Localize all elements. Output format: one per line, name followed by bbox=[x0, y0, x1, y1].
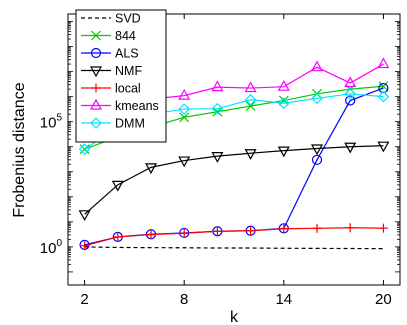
legend-items: SVD 844 ALS NMF local kmeans DMM bbox=[81, 12, 159, 131]
data-point-local bbox=[179, 228, 189, 238]
legend-label: NMF bbox=[115, 64, 142, 78]
data-point-nmf bbox=[310, 144, 324, 156]
data-point-kmeans bbox=[178, 88, 191, 100]
data-point-kmeans bbox=[244, 81, 257, 93]
legend-label: 844 bbox=[115, 29, 136, 43]
data-point-dmm bbox=[377, 90, 390, 103]
data-point-local bbox=[378, 223, 388, 233]
legend-entry-svd: SVD bbox=[81, 12, 141, 26]
legend-entry-als: ALS bbox=[81, 47, 139, 61]
data-point-nmf bbox=[211, 152, 224, 163]
data-point-local bbox=[146, 230, 156, 240]
data-point-als bbox=[378, 82, 389, 94]
legend-entry-local: local bbox=[81, 82, 141, 96]
data-point-als bbox=[345, 95, 356, 106]
data-point-kmeans bbox=[377, 57, 390, 69]
legend-marker bbox=[90, 47, 102, 59]
data-point-844 bbox=[179, 112, 190, 123]
data-point-nmf bbox=[377, 141, 390, 153]
data-point-kmeans bbox=[344, 76, 357, 88]
data-point-local bbox=[212, 226, 222, 236]
series-local bbox=[80, 223, 388, 251]
data-point-nmf bbox=[244, 149, 257, 160]
data-point-844 bbox=[278, 95, 289, 106]
data-point-nmf bbox=[277, 146, 290, 158]
data-point-local bbox=[345, 223, 355, 233]
series-nmf bbox=[78, 141, 390, 222]
x-tick-label: 20 bbox=[375, 291, 392, 308]
x-tick-label: 2 bbox=[80, 291, 88, 308]
legend-entry-dmm: DMM bbox=[81, 117, 145, 131]
data-point-dmm bbox=[178, 103, 191, 115]
x-axis-label: k bbox=[230, 309, 239, 325]
data-point-kmeans bbox=[310, 60, 324, 72]
legend-label: ALS bbox=[115, 47, 139, 61]
data-point-dmm bbox=[311, 92, 323, 105]
data-point-local bbox=[312, 223, 322, 233]
x-tick-label: 14 bbox=[275, 291, 292, 308]
data-point-local bbox=[113, 232, 123, 242]
legend-entry-kmeans: kmeans bbox=[81, 98, 159, 113]
legend-entry-844: 844 bbox=[81, 29, 136, 43]
legend-marker bbox=[91, 83, 101, 93]
legend-label: DMM bbox=[115, 117, 145, 131]
data-point-dmm bbox=[211, 102, 224, 115]
series-line-nmf bbox=[84, 145, 384, 215]
series-line-svd bbox=[84, 246, 384, 250]
legend-marker bbox=[89, 98, 103, 110]
legend-box bbox=[75, 9, 167, 143]
legend-label: local bbox=[115, 82, 141, 96]
data-point-local bbox=[80, 241, 90, 251]
y-axis-label: Frobenius distance bbox=[11, 82, 28, 217]
axes: 2 8 14 20 100 105 bbox=[40, 13, 400, 308]
data-point-local bbox=[246, 226, 256, 236]
data-point-kmeans bbox=[211, 80, 224, 92]
legend-marker bbox=[90, 117, 102, 129]
data-point-nmf bbox=[344, 142, 357, 154]
legend-marker bbox=[91, 30, 101, 41]
data-point-nmf bbox=[144, 163, 158, 175]
series-line-local bbox=[84, 227, 384, 247]
legend-entry-nmf: NMF bbox=[81, 64, 142, 78]
legend: SVD 844 ALS NMF local kmeans DMM bbox=[75, 9, 167, 143]
data-point-als bbox=[311, 154, 323, 165]
x-tick-label: 8 bbox=[180, 291, 188, 308]
data-point-nmf bbox=[111, 180, 124, 192]
data-point-dmm bbox=[277, 97, 290, 109]
data-point-local bbox=[279, 224, 289, 234]
data-point-kmeans bbox=[277, 79, 290, 91]
series-svd bbox=[84, 246, 384, 250]
legend-marker bbox=[89, 66, 103, 78]
data-point-dmm bbox=[344, 87, 357, 100]
data-point-nmf bbox=[178, 156, 191, 168]
legend-label: SVD bbox=[115, 12, 141, 26]
legend-label: kmeans bbox=[115, 99, 159, 113]
data-point-dmm bbox=[78, 143, 91, 155]
data-point-nmf bbox=[78, 210, 91, 222]
data-point-844 bbox=[245, 101, 256, 112]
data-point-dmm bbox=[244, 93, 257, 106]
y-tick-label: 105 bbox=[40, 113, 63, 132]
y-tick-label: 100 bbox=[40, 238, 63, 257]
